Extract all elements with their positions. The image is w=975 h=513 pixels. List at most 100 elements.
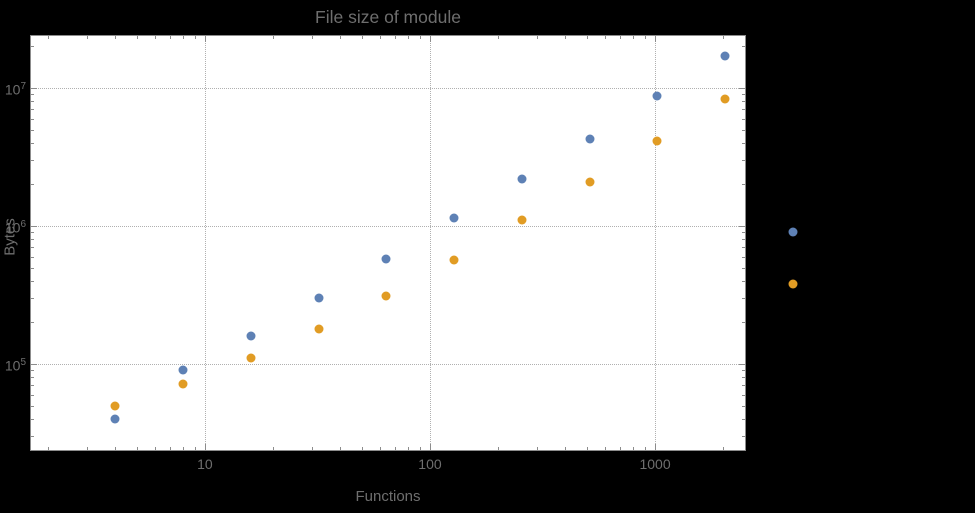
- tick-mark: [87, 36, 88, 39]
- tick-mark: [633, 447, 634, 450]
- tick-mark: [31, 377, 34, 378]
- tick-mark: [742, 370, 745, 371]
- tick-mark: [408, 36, 409, 39]
- tick-mark: [31, 88, 37, 89]
- y-tick-label: 107: [0, 79, 26, 98]
- tick-mark: [742, 419, 745, 420]
- tick-mark: [620, 36, 621, 39]
- tick-mark: [273, 36, 274, 39]
- tick-mark: [742, 268, 745, 269]
- tick-mark: [183, 36, 184, 39]
- tick-mark: [31, 130, 34, 131]
- tick-mark: [31, 109, 34, 110]
- tick-mark: [430, 444, 431, 450]
- x-gridline: [430, 36, 431, 450]
- tick-mark: [31, 385, 34, 386]
- tick-mark: [742, 385, 745, 386]
- tick-mark: [395, 36, 396, 39]
- tick-mark: [31, 298, 34, 299]
- tick-mark: [31, 406, 34, 407]
- tick-mark: [430, 36, 431, 42]
- tick-mark: [170, 447, 171, 450]
- tick-mark: [498, 36, 499, 39]
- tick-mark: [645, 447, 646, 450]
- tick-mark: [420, 36, 421, 39]
- tick-mark: [645, 36, 646, 39]
- tick-mark: [742, 322, 745, 323]
- tick-mark: [87, 447, 88, 450]
- tick-mark: [723, 447, 724, 450]
- tick-mark: [587, 447, 588, 450]
- tick-mark: [565, 447, 566, 450]
- tick-mark: [655, 36, 656, 42]
- tick-mark: [312, 36, 313, 39]
- tick-mark: [31, 46, 34, 47]
- tick-mark: [380, 447, 381, 450]
- y-gridline: [31, 88, 745, 89]
- tick-mark: [31, 395, 34, 396]
- data-point-series-1-blue: [788, 227, 798, 237]
- tick-mark: [195, 36, 196, 39]
- tick-mark: [380, 36, 381, 39]
- tick-mark: [340, 36, 341, 39]
- tick-mark: [31, 281, 34, 282]
- tick-mark: [155, 447, 156, 450]
- tick-mark: [115, 36, 116, 39]
- tick-mark: [605, 447, 606, 450]
- tick-mark: [742, 436, 745, 437]
- tick-mark: [742, 239, 745, 240]
- tick-mark: [723, 36, 724, 39]
- tick-mark: [31, 239, 34, 240]
- tick-mark: [31, 94, 34, 95]
- x-gridline: [205, 36, 206, 450]
- tick-mark: [742, 46, 745, 47]
- tick-mark: [205, 444, 206, 450]
- tick-mark: [742, 160, 745, 161]
- tick-mark: [498, 447, 499, 450]
- tick-mark: [742, 130, 745, 131]
- tick-mark: [408, 447, 409, 450]
- tick-mark: [742, 94, 745, 95]
- tick-mark: [115, 447, 116, 450]
- chart-title: File size of module: [315, 7, 461, 27]
- y-gridline: [31, 364, 745, 365]
- tick-mark: [742, 298, 745, 299]
- y-tick-exponent: 6: [20, 218, 26, 230]
- x-tick-label: 1000: [639, 456, 671, 472]
- tick-mark: [31, 101, 34, 102]
- tick-mark: [31, 419, 34, 420]
- tick-mark: [31, 226, 37, 227]
- tick-mark: [742, 143, 745, 144]
- tick-mark: [31, 184, 34, 185]
- tick-mark: [340, 447, 341, 450]
- tick-mark: [742, 109, 745, 110]
- tick-mark: [31, 364, 37, 365]
- tick-mark: [31, 247, 34, 248]
- tick-mark: [312, 447, 313, 450]
- tick-mark: [31, 370, 34, 371]
- tick-mark: [137, 36, 138, 39]
- y-tick-base: 10: [4, 81, 21, 98]
- tick-mark: [742, 257, 745, 258]
- x-axis-label: Functions: [355, 488, 421, 505]
- tick-mark: [31, 257, 34, 258]
- tick-mark: [137, 447, 138, 450]
- y-axis-label: Bytes: [1, 218, 19, 256]
- tick-mark: [620, 447, 621, 450]
- tick-mark: [31, 232, 34, 233]
- data-point-series-2-orange: [788, 279, 798, 289]
- tick-mark: [742, 406, 745, 407]
- tick-mark: [742, 101, 745, 102]
- tick-mark: [31, 119, 34, 120]
- tick-mark: [205, 36, 206, 42]
- tick-mark: [31, 322, 34, 323]
- tick-mark: [362, 36, 363, 39]
- tick-mark: [48, 447, 49, 450]
- tick-mark: [742, 247, 745, 248]
- tick-mark: [742, 184, 745, 185]
- tick-mark: [31, 436, 34, 437]
- tick-mark: [742, 232, 745, 233]
- tick-mark: [31, 160, 34, 161]
- plot-area: [30, 35, 746, 451]
- tick-mark: [170, 36, 171, 39]
